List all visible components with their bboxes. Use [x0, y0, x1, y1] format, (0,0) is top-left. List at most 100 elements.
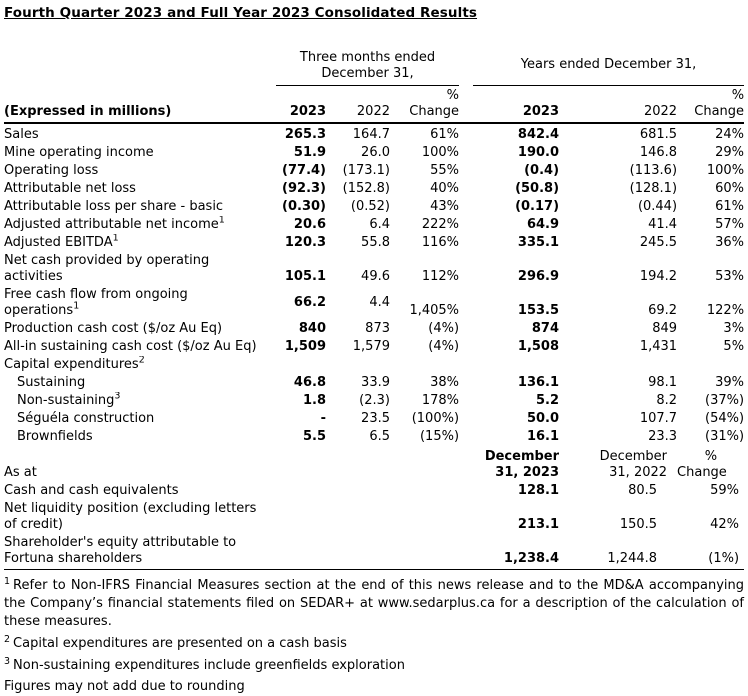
row-label-brownfields: Brownfields: [17, 429, 93, 444]
cell-non-sustaining-q4_2022: (2.3): [359, 393, 390, 408]
cell-seguela-construction-q4_change: (100%): [411, 411, 460, 426]
cell-adjusted-ebitda-q4_2023: 120.3: [284, 235, 326, 250]
cell-seguela-construction-fy_change: (54%): [705, 411, 745, 426]
cell-seguela-construction-fy_2022: 107.7: [639, 411, 678, 426]
cell-brownfields-fy_2023: 16.1: [526, 429, 560, 444]
column-header-q4-2022: 2022: [326, 86, 390, 124]
cell-net-liquidity-position-fy_change: 42%: [710, 517, 740, 532]
cell-net-liquidity-position-q4_2023: [276, 500, 326, 534]
consolidated-results-table: Three months ended December 31, Years en…: [4, 47, 745, 570]
cell-seguela-construction-q4_2023: -: [320, 411, 326, 426]
footnote-2-text: Capital expenditures are presented on a …: [13, 636, 347, 651]
cell-free-cash-flow-q4_2023: 66.2: [293, 295, 326, 310]
footnote-ref-3: 3: [114, 392, 121, 402]
cell-adjusted-ebitda-fy_2022: 245.5: [639, 235, 678, 250]
cell-attributable-net-loss-q4_2022: (152.8): [342, 181, 390, 196]
row-label-seguela-construction: Séguéla construction: [17, 411, 155, 426]
cell-all-in-sustaining-cash-cost-fy_change: 5%: [723, 339, 745, 354]
row-label-production-cash-cost: Production cash cost ($/oz Au Eq): [4, 321, 223, 336]
cell-adjusted-attributable-net-income-q4_2023: 20.6: [293, 217, 326, 232]
footnote-3-marker: 3: [4, 655, 11, 667]
table-row-mine-operating-income: Mine operating income 51.9 26.0 100% 190.0 14…: [4, 144, 744, 162]
cell-net-cash-from-operating-activities-q4_change: 112%: [421, 269, 460, 284]
table-row-seguela-construction: Séguéla construction - 23.5 (100%) 50.0 107.7…: [4, 410, 744, 428]
footnote-ref-1: 1: [73, 300, 80, 312]
cell-production-cash-cost-fy_2023: 874: [531, 321, 560, 336]
as-at-rows-body: As at December 31, 2023 December 31, 202…: [4, 446, 745, 570]
cell-attributable-loss-per-share-basic-q4_2023: (0.30): [282, 199, 326, 214]
cell-shareholders-equity-q4_2023: [276, 534, 326, 570]
cell-sustaining-fy_2023: 136.1: [517, 375, 560, 390]
table-row-attributable-loss-per-share-basic: Attributable loss per share - basic (0.30…: [4, 198, 744, 216]
cell-adjusted-attributable-net-income-fy_2022: 41.4: [648, 217, 678, 232]
cell-mine-operating-income-q4_change: 100%: [421, 145, 460, 160]
row-label-net-cash-from-operating-activities: Net cash provided by operating activitie…: [4, 253, 210, 284]
cell-attributable-net-loss-q4_change: 40%: [430, 181, 460, 196]
cell-net-cash-from-operating-activities-q4_2022: 49.6: [361, 269, 390, 284]
group-header-row: Three months ended December 31, Years en…: [4, 47, 745, 86]
table-row-sales: Sales 265.3 164.7 61% 842.4 681.5 24%: [4, 123, 744, 144]
row-label-non-sustaining: Non-sustaining3: [17, 392, 121, 408]
cell-production-cash-cost-q4_change: (4%): [428, 321, 460, 336]
cell-net-liquidity-position-fy_2023: 213.1: [517, 517, 560, 532]
cell-production-cash-cost-fy_change: 3%: [723, 321, 745, 336]
rounding-note: Figures may not add due to rounding: [4, 678, 744, 696]
cell-net-cash-from-operating-activities-fy_change: 53%: [715, 269, 745, 284]
column-header-fy-2022: 2022: [559, 86, 678, 124]
row-label-mine-operating-income: Mine operating income: [4, 145, 154, 160]
cell-operating-loss-q4_change: 55%: [430, 163, 460, 178]
cell-seguela-construction-q4_2022: 23.5: [361, 411, 390, 426]
cell-all-in-sustaining-cash-cost-q4_2023: 1,509: [284, 339, 326, 354]
cell-mine-operating-income-q4_2022: 26.0: [361, 145, 390, 160]
cell-non-sustaining-fy_2023: 5.2: [536, 393, 560, 408]
cell-capital-expenditures-q4_2023: [276, 356, 326, 374]
row-label-adjusted-ebitda: Adjusted EBITDA1: [4, 234, 119, 250]
row-label-adjusted-attributable-net-income: Adjusted attributable net income1: [4, 216, 225, 232]
cell-brownfields-q4_change: (15%): [419, 429, 460, 444]
table-row-free-cash-flow: Free cash flow from ongoing operations1 6…: [4, 286, 744, 320]
cell-shareholders-equity-fy_2022: 1,244.8: [559, 534, 678, 570]
cell-adjusted-attributable-net-income-fy_2023: 64.9: [526, 217, 560, 232]
cell-operating-loss-q4_2022: (173.1): [342, 163, 390, 178]
row-label-cash-and-cash-equivalents: Cash and cash equivalents: [4, 483, 179, 498]
cell-net-cash-from-operating-activities-fy_2022: 194.2: [639, 269, 678, 284]
cell-cash-and-cash-equivalents-q4_change: [390, 482, 459, 500]
cell-sales-q4_change: 61%: [430, 127, 460, 142]
cell-free-cash-flow-q4_change: 1,405%: [409, 303, 460, 318]
cell-brownfields-q4_2023: 5.5: [302, 429, 326, 444]
cell-capital-expenditures-q4_2022: [326, 356, 390, 374]
cell-sustaining-q4_change: 38%: [430, 375, 460, 390]
cell-shareholders-equity-q4_change: [390, 534, 460, 570]
cell-attributable-loss-per-share-basic-fy_change: 61%: [715, 199, 745, 214]
footnote-2-marker: 2: [4, 633, 11, 645]
cell-mine-operating-income-fy_2022: 146.8: [639, 145, 678, 160]
cell-adjusted-ebitda-q4_2022: 55.8: [361, 235, 390, 250]
table-row-attributable-net-loss: Attributable net loss (92.3) (152.8) 40% (50…: [4, 180, 744, 198]
as-at-header-row: As at December 31, 2023 December 31, 202…: [4, 446, 744, 482]
cell-sustaining-q4_2022: 33.9: [361, 375, 390, 390]
row-label-attributable-net-loss: Attributable net loss: [4, 181, 136, 196]
cell-operating-loss-fy_change: 100%: [706, 163, 745, 178]
cell-seguela-construction-fy_2023: 50.0: [526, 411, 560, 426]
table-row-shareholders-equity: Shareholder's equity attributable to For…: [4, 534, 745, 570]
cell-adjusted-attributable-net-income-q4_2022: 6.4: [369, 217, 390, 232]
footnote-3: 3 Non-sustaining expenditures include gre…: [4, 655, 744, 675]
column-header-row: (Expressed in millions) 2023 2022 % Chan…: [4, 86, 745, 124]
cell-cash-and-cash-equivalents-fy_2023: 128.1: [517, 483, 560, 498]
table-row-brownfields: Brownfields 5.5 6.5 (15%) 16.1 23.3 (31%): [4, 428, 744, 446]
footnote-1-marker: 1: [4, 575, 11, 587]
cell-net-liquidity-position-q4_2022: [326, 500, 390, 534]
column-header-q4-pct-change: % Change: [390, 86, 460, 124]
column-header-q4-2023: 2023: [276, 86, 326, 124]
footnote-2: 2 Capital expenditures are presented on a…: [4, 633, 744, 653]
cell-all-in-sustaining-cash-cost-q4_2022: 1,579: [352, 339, 390, 354]
group-header-spacer: [4, 47, 276, 86]
table-row-adjusted-ebitda: Adjusted EBITDA1 120.3 55.8 116% 335.1 245.5 3…: [4, 234, 744, 252]
cell-adjusted-ebitda-fy_change: 36%: [715, 235, 745, 250]
cell-sustaining-fy_change: 39%: [715, 375, 745, 390]
row-label-attributable-loss-per-share-basic: Attributable loss per share - basic: [4, 199, 224, 214]
cell-net-cash-from-operating-activities-fy_2023: 296.9: [517, 269, 560, 284]
cell-sales-fy_2022: 681.5: [639, 127, 678, 142]
table-row-operating-loss: Operating loss (77.4) (173.1) 55% (0.4) (113.…: [4, 162, 744, 180]
table-row-non-sustaining: Non-sustaining3 1.8 (2.3) 178% 5.2 8.2 (37%): [4, 392, 744, 410]
